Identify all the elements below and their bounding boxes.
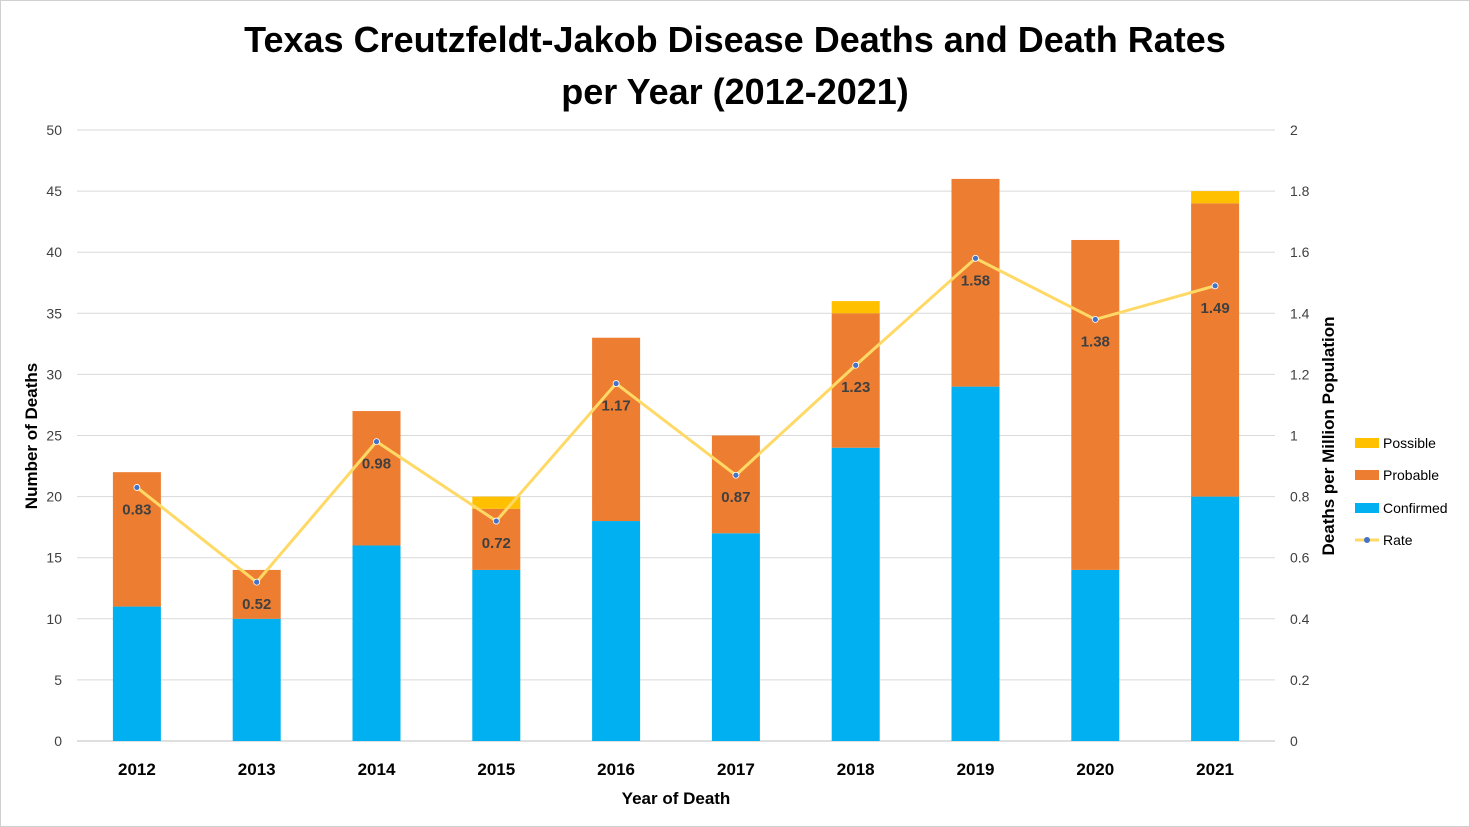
rate-marker [852,361,860,369]
rate-marker [1211,282,1219,290]
y2-tick-label: 0 [1290,733,1298,749]
rate-data-label: 1.49 [1200,300,1229,317]
y2-tick-label: 1 [1290,428,1298,444]
bar-possible-2018 [831,301,880,314]
bar-confirmed-2012 [112,606,161,741]
legend-label-probable: Probable [1383,467,1439,483]
bar-confirmed-2016 [592,521,641,741]
legend-swatch-confirmed [1355,503,1379,513]
rate-marker [253,578,261,586]
y-tick-label: 5 [54,672,62,688]
x-tick-label: 2013 [238,760,276,779]
x-tick-label: 2020 [1076,760,1114,779]
data-labels: 0.83 0.52 0.98 0.72 1.17 0.87 1.23 1.58 1.38 1.49 [122,272,1229,613]
x-tick-label: 2012 [118,760,156,779]
y2-tick-label: 0.6 [1290,550,1310,566]
rate-data-label: 0.87 [721,489,750,506]
rate-marker [972,254,979,262]
rate-data-label: 1.23 [841,379,870,396]
y-tick-label: 15 [46,550,62,566]
bar-confirmed-2015 [472,569,521,741]
rate-line [135,256,1216,584]
bar-probable-2017 [711,435,760,534]
y2-tick-label: 0.8 [1290,489,1310,505]
x-tick-label: 2021 [1196,760,1234,779]
bar-probable-2021 [1191,203,1240,497]
axes: 0 5 10 15 20 25 30 35 40 45 50 0 0.2 0.4 0.6 0.8 1 1.2 1.4… [22,122,1338,808]
x-tick-label: 2016 [597,760,635,779]
legend-label-confirmed: Confirmed [1383,500,1448,516]
rate-marker [373,438,380,446]
x-axis-title: Year of Death [622,789,731,808]
y2-tick-label: 0.4 [1290,611,1310,627]
x-tick-label: 2018 [837,760,875,779]
y2-tick-label: 1.8 [1290,183,1310,199]
legend: Possible Probable Confirmed Rate [1355,435,1448,548]
chart-title: Texas Creutzfeldt-Jakob Disease Deaths a… [244,19,1226,112]
y-tick-label: 25 [46,428,62,444]
bar-probable-2014 [352,411,401,546]
rate-marker [492,517,500,525]
bar-confirmed-2017 [711,533,760,741]
bar-probable-2012 [112,472,161,607]
y2-tick-label: 1.4 [1290,305,1310,321]
legend-label-possible: Possible [1383,435,1436,451]
x-tick-label: 2017 [717,760,755,779]
bar-confirmed-2021 [1191,496,1240,741]
bar-confirmed-2018 [831,447,880,741]
bar-confirmed-2019 [951,386,1000,741]
y2-tick-label: 1.6 [1290,244,1310,260]
legend-label-rate: Rate [1383,532,1413,548]
bar-probable-2013 [232,569,281,619]
rate-data-label: 1.58 [961,272,990,289]
y2-tick-label: 0.2 [1290,672,1310,688]
legend-marker-rate [1364,537,1370,543]
rate-data-label: 1.17 [601,398,630,415]
bar-probable-2016 [592,337,641,522]
bar-probable-2020 [1071,239,1120,570]
bar-confirmed-2013 [232,618,281,741]
y-tick-label: 35 [46,305,62,321]
y2-tick-label: 1.2 [1290,366,1310,382]
y-tick-label: 10 [46,611,62,627]
rate-marker [133,484,141,491]
x-tick-label: 2014 [358,760,396,779]
y-tick-label: 45 [46,183,62,199]
y2-axis-title: Deaths per Million Population [1319,317,1338,556]
rate-marker [612,380,620,387]
bar-series [112,178,1240,741]
y2-tick-label: 2 [1290,122,1298,138]
y-tick-label: 30 [46,366,62,382]
rate-data-label: 0.98 [362,456,391,473]
legend-swatch-probable [1355,470,1379,480]
y-tick-label: 0 [54,733,62,749]
bar-possible-2021 [1191,191,1240,204]
bar-confirmed-2020 [1071,569,1120,741]
rate-data-label: 1.38 [1081,333,1110,350]
x-tick-label: 2019 [957,760,995,779]
rate-marker [732,471,740,479]
bar-probable-2019 [951,178,1000,387]
rate-data-label: 0.83 [122,501,151,518]
rate-marker [1091,316,1099,323]
bar-confirmed-2014 [352,545,401,741]
rate-data-label: 0.52 [242,596,271,613]
rate-line-series [133,254,1219,586]
y-tick-label: 20 [46,489,62,505]
y-axis-title: Number of Deaths [22,363,41,509]
y-tick-label: 40 [46,244,62,260]
y-tick-label: 50 [46,122,62,138]
rate-data-label: 0.72 [482,535,511,552]
legend-swatch-possible [1355,438,1379,448]
x-tick-label: 2015 [477,760,515,779]
